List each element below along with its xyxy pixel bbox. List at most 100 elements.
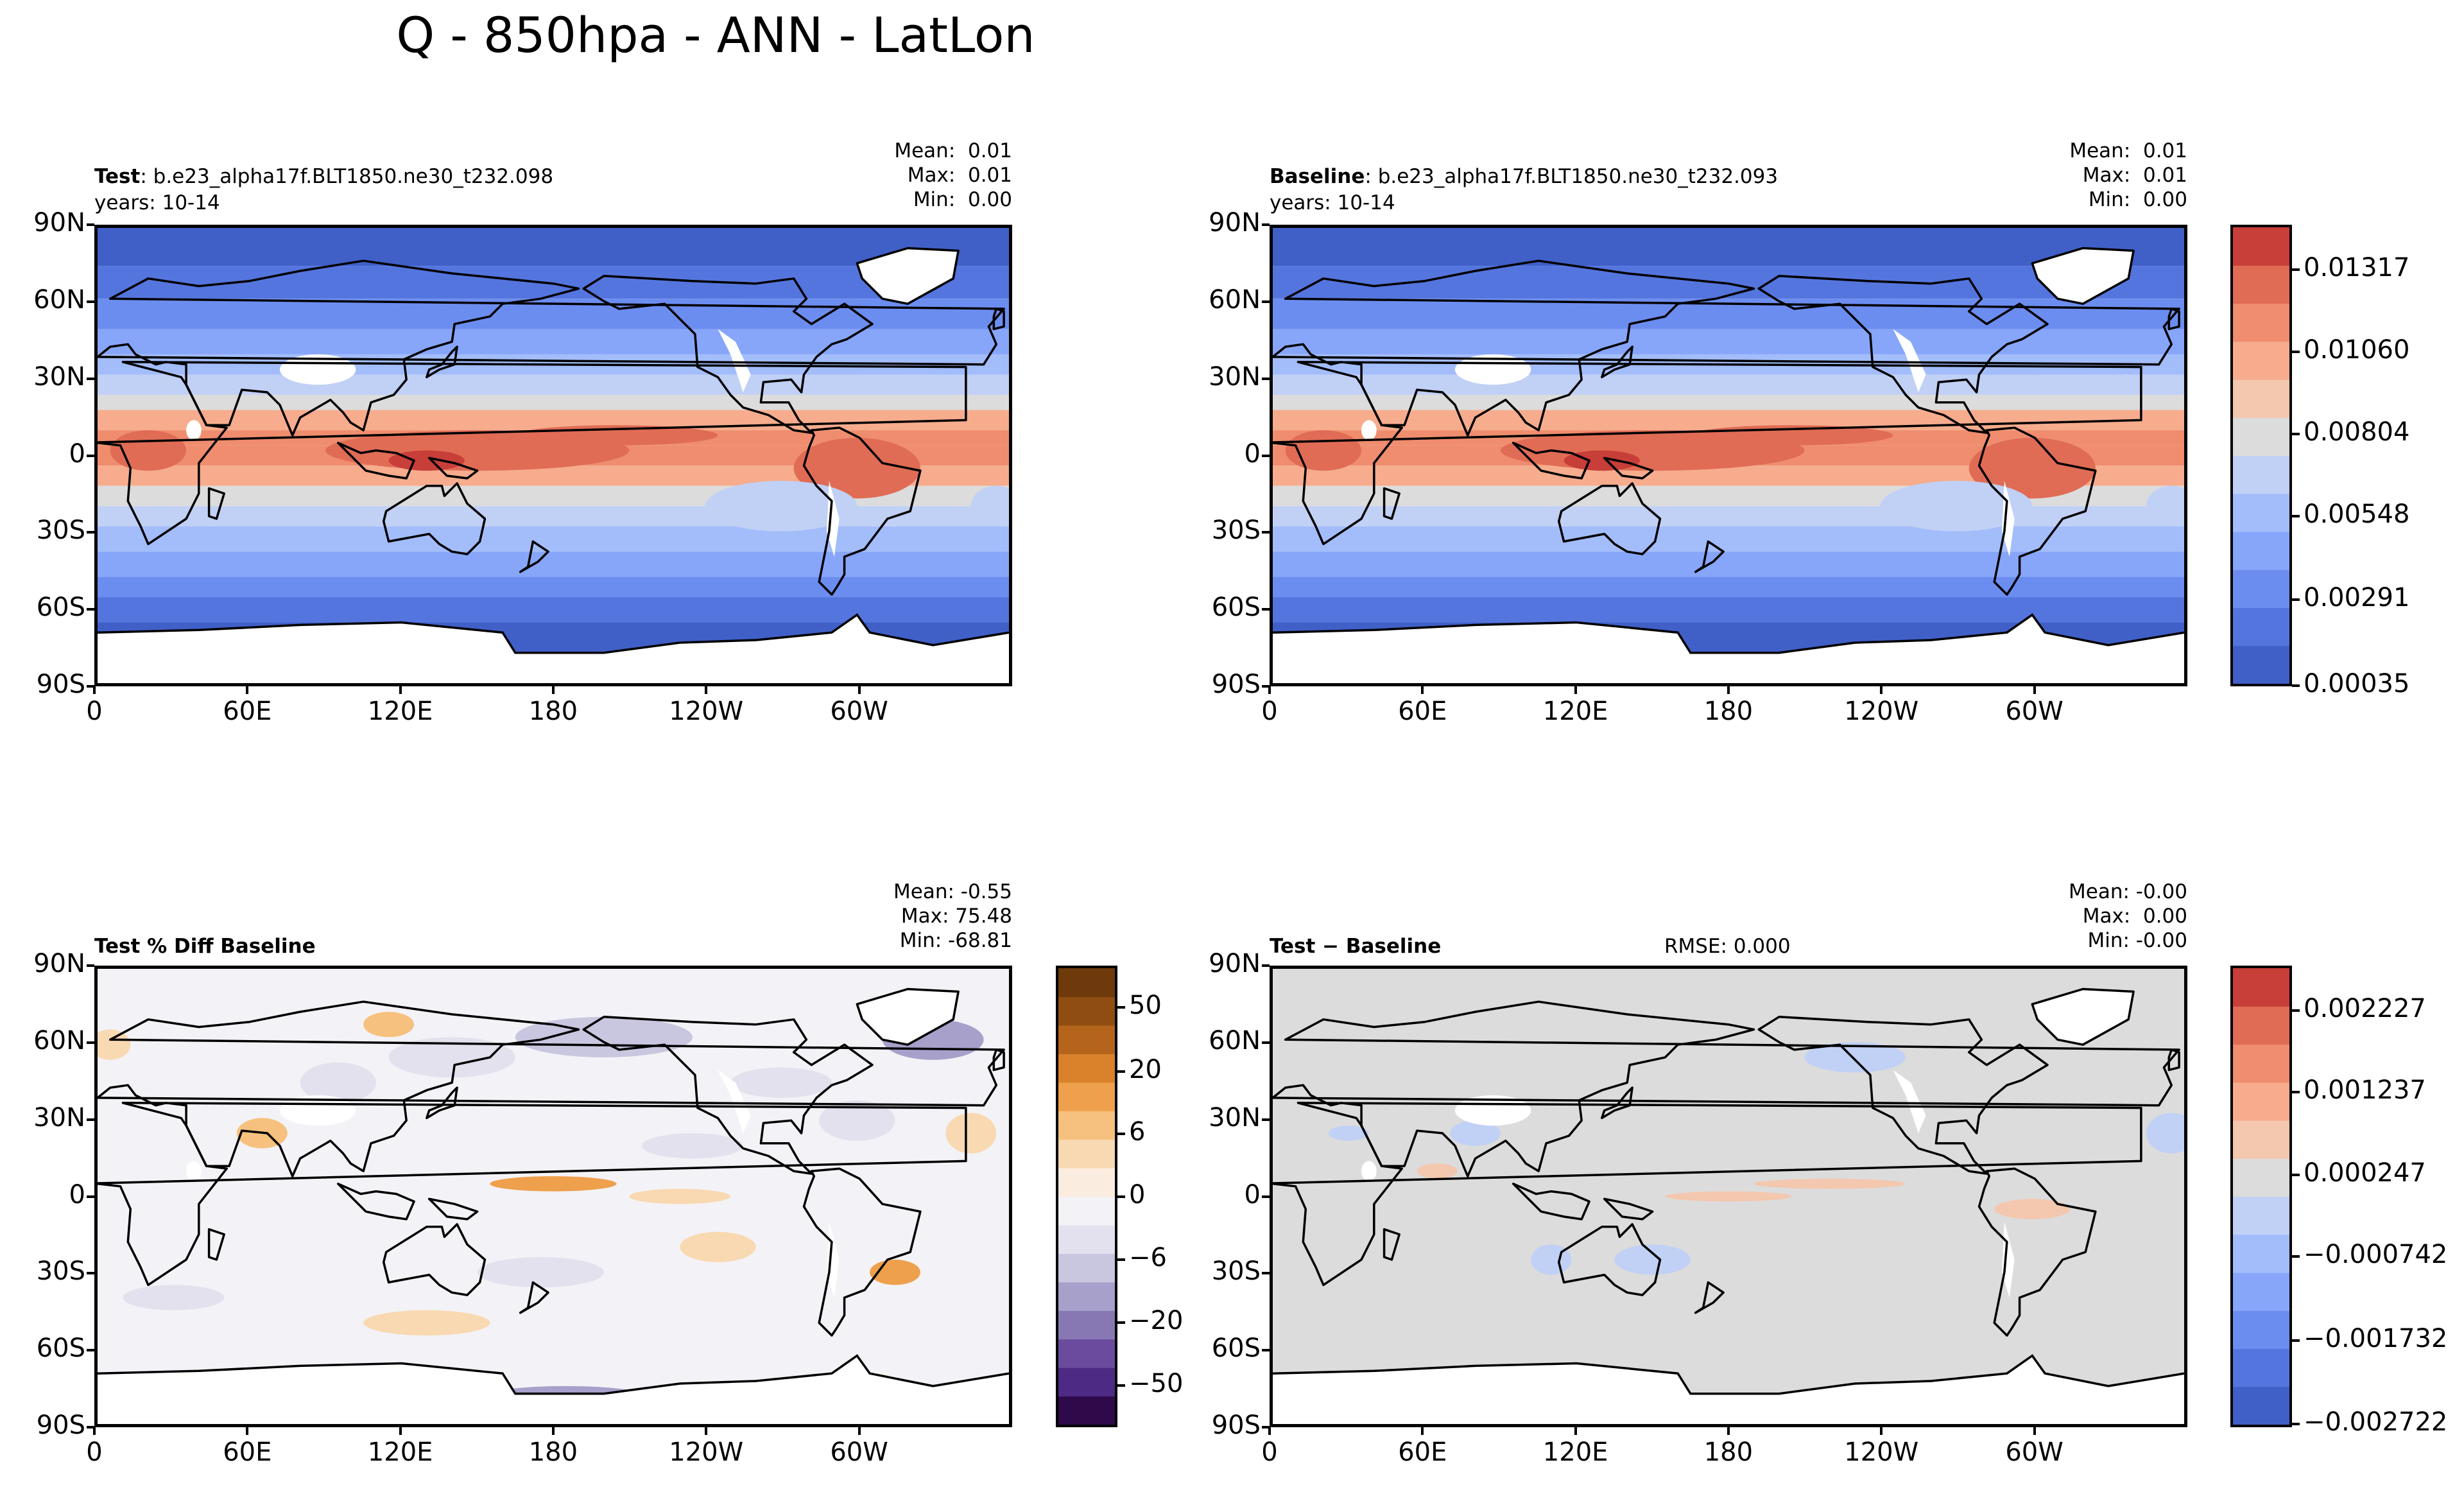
map-baseline [1270,225,2187,686]
lon-tick-mark [1268,1427,1271,1435]
coastline-eurasia [98,1000,1005,1177]
diff-anomaly-region [1450,1120,1501,1146]
colorbar-swatch [2233,303,2289,342]
ethiopian-highland-mask [1361,1161,1377,1181]
lon-tick-label: 180 [528,1438,578,1467]
coastline-japan [1601,1086,1633,1120]
humidity-band [1273,526,2184,552]
humidity-band [1273,506,2184,526]
lon-tick-label: 60W [2005,1438,2063,1467]
colorbar-swatch [2233,1234,2289,1273]
panel-name: Test − Baseline [1270,935,1442,958]
lon-tick-label: 180 [528,697,578,726]
colorbar-swatch [2233,532,2289,570]
lon-tick-mark [399,1427,402,1435]
coastline-japan [426,345,458,379]
coastline-uk [2167,308,2180,331]
lon-tick-mark [551,686,555,694]
lat-tick-label: 90S [36,670,85,699]
panel-stat: Min: -0.00 [2087,929,2187,952]
antarctica-mask [98,614,1009,683]
lon-tick-label: 180 [1703,1438,1753,1467]
colorbar-tick-label: 0.001237 [2304,1075,2426,1105]
rocky-mountain-mask [718,1070,751,1133]
colorbar-swatch [1058,996,1115,1026]
coastline-australia [1557,482,1662,555]
colorbar-pct-diff [1056,966,1117,1427]
lon-tick-label: 0 [1261,697,1278,726]
dry-southeast-pacific [1880,480,2033,532]
colorbar-swatch [1058,1196,1115,1226]
colorbar-swatch [2233,1273,2289,1311]
colorbar-tick-mark [2292,1174,2300,1176]
humidity-band [1273,597,2184,623]
pct-anomaly-region [363,1011,415,1038]
colorbar-tick-label: 6 [1129,1117,1146,1147]
colorbar-tick-label: 0.000247 [2304,1158,2426,1188]
ethiopian-highland-mask [1361,420,1377,440]
lon-tick-mark [1421,1427,1424,1435]
diff-anomaly-region [1614,1244,1691,1275]
lat-tick-label: 90N [33,208,85,238]
pct-anomaly-region [363,1310,490,1336]
colorbar-swatch [2233,417,2289,456]
panel-header-test: Test: b.e23_alpha17f.BLT1850.ne30_t232.0… [94,165,553,188]
colorbar-tick-mark [1117,1258,1125,1261]
humidity-band [1273,394,2184,410]
lat-tick-label: 60S [36,593,85,623]
colorbar-swatch [2233,1310,2289,1350]
coastline-australia [382,1223,487,1296]
lat-tick-mark [87,1349,94,1352]
lat-tick-mark [87,454,94,457]
colorbar-tick-mark [1117,1321,1125,1324]
coastline-antarctica [98,1354,1009,1395]
humidity-band [98,410,1009,431]
colorbar-tick-label: −20 [1129,1306,1184,1335]
coastline-madagascar [207,1228,225,1261]
lon-tick-label: 120E [367,697,433,726]
lat-tick-mark [1262,300,1270,303]
lon-tick-mark [399,686,402,694]
lat-tick-label: 90N [1209,949,1261,978]
lat-tick-mark [1262,223,1270,226]
humidity-band [1273,577,2184,598]
panel-case-name: b.e23_alpha17f.BLT1850.ne30_t232.093 [1377,165,1779,188]
coastline-japan [426,1086,458,1120]
colorbar-swatch [1058,1139,1115,1168]
lat-tick-label: 60S [36,1333,85,1364]
lat-tick-mark [1262,377,1270,380]
lon-tick-label: 120W [1844,1438,1919,1467]
coastline-madagascar [207,487,225,520]
coastline-samerica [802,426,922,596]
coastline-antarctica [1273,1354,2184,1395]
panel-years: years: 10-14 [94,191,220,214]
lat-tick-mark [87,964,94,967]
lat-tick-mark [1262,1272,1270,1275]
lat-tick-mark [1262,608,1270,611]
coastline-greenland [2031,987,2135,1046]
lon-tick-mark [246,1427,249,1435]
lat-tick-mark [87,1041,94,1044]
pct-anomaly-region [477,1257,604,1288]
colorbar-swatch [2233,645,2289,684]
coastline-greenland [856,247,960,305]
lat-tick-label: 30S [1211,516,1261,546]
colorbar-tick-label: −0.002722 [2304,1407,2448,1437]
coastline-eurasia [1273,1000,2180,1177]
lon-tick-mark [2033,686,2036,694]
colorbar-tick-mark [1117,1133,1125,1135]
lon-tick-mark [705,686,708,694]
panel-stat: Mean: -0.00 [2069,880,2187,903]
rocky-mountain-mask [1893,1070,1926,1133]
colorbar-swatch [2233,265,2289,304]
lat-tick-mark [87,377,94,380]
colorbar-swatch [2233,1006,2289,1045]
colorbar-tick-label: −50 [1129,1369,1184,1398]
panel-stat: Min: -68.81 [899,929,1012,952]
lat-tick-label: 90S [1211,1411,1261,1440]
lon-tick-label: 60E [1398,697,1447,726]
colorbar-tick-mark [1117,1384,1125,1387]
colorbar-swatch [2233,1386,2289,1425]
lon-tick-mark [1880,1427,1883,1435]
colorbar-tick-label: 0.01060 [2304,335,2410,365]
